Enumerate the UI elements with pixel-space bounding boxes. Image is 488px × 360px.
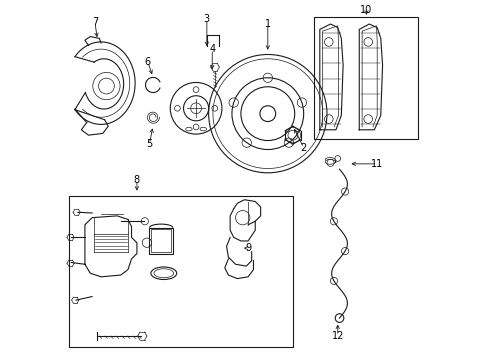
- Text: 1: 1: [264, 19, 270, 29]
- Text: 12: 12: [331, 331, 343, 341]
- Text: 5: 5: [146, 139, 152, 149]
- Text: 4: 4: [209, 44, 215, 54]
- Text: 3: 3: [203, 14, 209, 24]
- Text: 10: 10: [360, 5, 372, 15]
- Bar: [69, 196, 292, 347]
- Text: 7: 7: [92, 17, 98, 27]
- Bar: [314, 17, 418, 139]
- Text: 8: 8: [134, 175, 140, 185]
- Text: 9: 9: [244, 243, 251, 253]
- Bar: [151, 229, 171, 252]
- Text: 6: 6: [144, 57, 150, 67]
- Bar: [149, 228, 172, 253]
- Text: 2: 2: [300, 143, 306, 153]
- Text: 11: 11: [370, 159, 383, 169]
